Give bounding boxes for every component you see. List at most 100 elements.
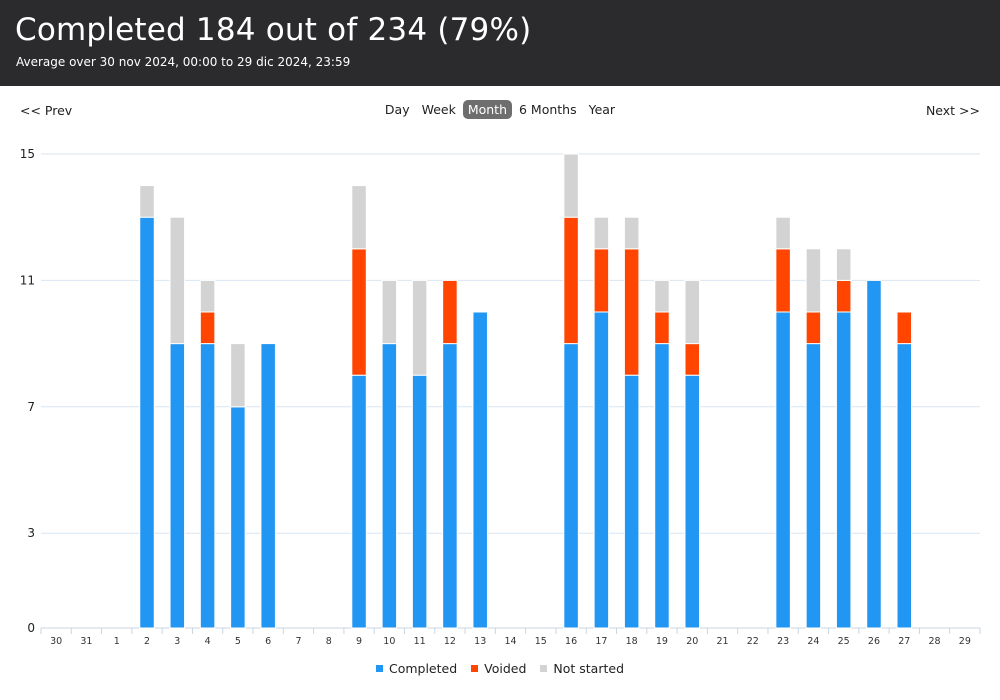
bar-completed [654,343,670,629]
legend-label-not-started: Not started [553,661,625,676]
bar-voided [684,343,700,376]
x-tick-label: 25 [838,636,850,647]
bar-not-started [381,279,398,345]
legend-item-voided[interactable]: Voided [471,661,526,676]
legend-label-completed: Completed [388,661,458,676]
x-tick-label: 31 [80,636,92,647]
legend-item-completed[interactable]: Completed [375,661,458,676]
y-tick-label: 15 [20,147,35,161]
bar-not-started [835,248,852,281]
bar-completed [472,311,488,629]
bar-completed [381,343,398,629]
x-tick-label: 6 [265,636,271,647]
bar-voided [199,311,216,345]
bar-completed [351,374,367,629]
x-tick-label: 28 [929,636,941,647]
bar-completed [593,311,610,629]
bar-not-started [805,248,822,313]
legend-swatch-voided [471,665,479,672]
x-tick-label: 8 [326,636,332,647]
bar-completed [411,374,428,629]
bar-not-started [199,279,216,313]
bar-not-started [654,279,670,313]
bar-voided [351,248,367,376]
bar-completed [896,343,913,629]
bar-not-started [623,216,640,250]
x-tick-label: 13 [474,636,486,647]
x-tick-label: 15 [535,636,547,647]
bar-completed [199,343,216,629]
x-tick-label: 30 [50,636,62,647]
x-tick-label: 24 [807,636,819,647]
x-tick-label: 19 [656,636,668,647]
bar-completed [684,374,700,629]
period-week-button[interactable]: Week [421,102,456,117]
bar-completed [805,343,822,629]
period-month-button[interactable]: Month [462,100,513,119]
period-selector: Day Week Month 6 Months Year [0,100,1000,119]
x-tick-label: 20 [686,636,698,647]
y-tick-label: 11 [20,273,35,287]
legend-label-voided: Voided [484,661,527,676]
prev-button[interactable]: << Prev [20,103,73,118]
bar-not-started [684,279,700,345]
x-tick-label: 29 [959,636,971,647]
x-tick-label: 10 [383,636,395,647]
bar-voided [442,279,458,345]
y-tick-label: 0 [27,621,35,635]
period-day-button[interactable]: Day [384,102,410,117]
x-tick-label: 23 [777,636,789,647]
bar-completed [260,343,276,629]
period-6-months-button[interactable]: 6 Months [519,102,577,117]
bar-voided [835,279,852,313]
bar-not-started [593,216,610,250]
bar-voided [623,248,640,376]
bar-completed [139,216,155,629]
chart-legend: Completed Voided Not started [0,661,1000,676]
x-tick-label: 1 [114,636,120,647]
legend-item-not-started[interactable]: Not started [540,661,624,676]
y-tick-label: 3 [27,526,35,540]
x-tick-label: 3 [174,636,180,647]
bar-voided [775,248,791,313]
x-tick-label: 17 [595,636,607,647]
next-button[interactable]: Next >> [925,103,980,118]
bar-completed [563,343,579,629]
x-tick-label: 2 [144,636,150,647]
x-tick-label: 12 [444,636,456,647]
bar-not-started [139,185,155,218]
bar-completed [775,311,791,629]
x-tick-label: 5 [235,636,241,647]
bar-voided [593,248,610,313]
x-tick-label: 18 [626,636,638,647]
x-tick-label: 21 [716,636,728,647]
x-tick-label: 9 [356,636,362,647]
x-tick-label: 22 [747,636,759,647]
bar-not-started [563,153,579,218]
bar-completed [230,406,246,629]
bar-completed [623,374,640,629]
date-range-subtitle: Average over 30 nov 2024, 00:00 to 29 di… [16,55,351,69]
bar-voided [654,311,670,345]
bar-voided [563,216,579,345]
x-tick-label: 27 [898,636,910,647]
bar-completed [866,279,882,629]
x-tick-label: 26 [868,636,880,647]
x-tick-label: 4 [205,636,211,647]
x-tick-label: 7 [295,636,301,647]
bar-not-started [775,216,791,250]
bar-not-started [169,216,186,345]
bar-completed [169,343,186,629]
x-tick-label: 16 [565,636,577,647]
x-tick-label: 14 [504,636,516,647]
bar-voided [805,311,822,345]
x-tick-label: 11 [414,636,426,647]
bar-not-started [411,279,428,376]
bar-completed [835,311,852,629]
bar-completed [442,343,458,629]
period-navigation: << Prev Day Week Month 6 Months Year Nex… [0,100,1000,124]
page-title: Completed 184 out of 234 (79%) [15,12,532,48]
period-year-button[interactable]: Year [588,102,616,117]
bar-not-started [230,343,246,408]
